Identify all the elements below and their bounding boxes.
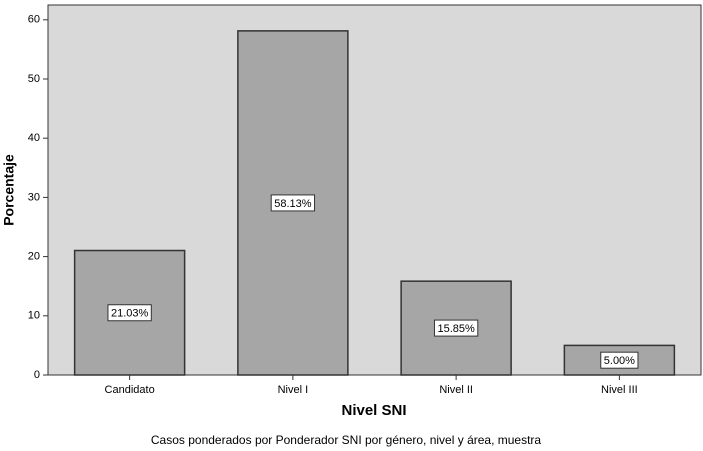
value-label-box xyxy=(107,304,152,322)
y-axis-title: Porcentaje xyxy=(1,154,17,226)
x-axis-title: Nivel SNI xyxy=(341,402,406,419)
y-tick-label: 60 xyxy=(28,14,40,26)
value-label: 58.13% xyxy=(274,198,312,210)
footnote: Casos ponderados por Ponderador SNI por … xyxy=(151,433,542,447)
value-label-box xyxy=(600,351,639,369)
x-tick-label: Nivel II xyxy=(439,384,473,396)
x-tick-label: Nivel III xyxy=(601,384,638,396)
value-label-box xyxy=(433,319,479,337)
value-label: 15.85% xyxy=(437,323,475,335)
y-tick-label: 10 xyxy=(28,310,40,322)
x-tick-label: Candidato xyxy=(105,384,155,396)
y-tick-label: 40 xyxy=(28,132,40,144)
x-tick-label: Nivel I xyxy=(278,384,309,396)
y-tick-label: 20 xyxy=(28,251,40,263)
bar xyxy=(237,30,349,376)
value-label: 21.03% xyxy=(111,308,149,320)
y-tick-label: 0 xyxy=(34,369,40,381)
value-label: 5.00% xyxy=(604,355,635,367)
value-label-box xyxy=(270,194,316,212)
y-tick-label: 50 xyxy=(28,73,40,85)
y-tick-label: 30 xyxy=(28,191,40,203)
